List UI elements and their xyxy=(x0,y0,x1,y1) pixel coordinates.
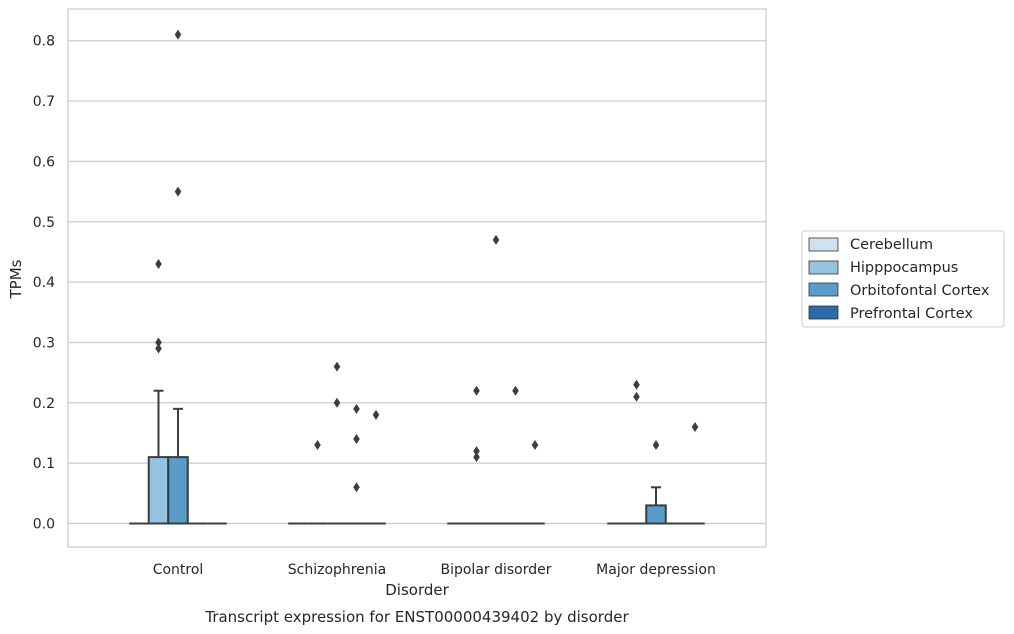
plot-frame xyxy=(67,8,767,548)
outlier-point-0-1-2 xyxy=(155,258,162,269)
y-axis-ticks: 0.0 0.1 0.2 0.3 0.4 0.5 0.6 0.7 0.8 xyxy=(33,34,55,533)
outlier-point-2-4-0 xyxy=(531,440,539,451)
y-tick-label-8: 0.8 xyxy=(33,34,55,50)
y-tick-label-0: 0.0 xyxy=(33,517,55,533)
y-tick-label-3: 0.3 xyxy=(33,335,55,351)
legend-item-hippocampus: Hipppocampus xyxy=(808,260,958,276)
legend-label-cerebellum: Cerebellum xyxy=(850,237,933,253)
y-tick-label-2: 0.2 xyxy=(33,396,55,412)
x-tick-label-3: Major depression xyxy=(596,562,716,578)
box-3-2 xyxy=(645,486,667,525)
box-series xyxy=(129,389,705,525)
x-tick-label-2: Bipolar disorder xyxy=(440,562,551,578)
legend-item-cerebellum: Cerebellum xyxy=(808,237,933,253)
outlier-point-1-3-2 xyxy=(353,403,360,414)
outlier-point-1-2-1 xyxy=(333,361,341,372)
outlier-point-3-2-0 xyxy=(652,440,660,451)
box-body xyxy=(645,504,667,525)
y-axis-title: TPMs xyxy=(7,259,25,299)
outlier-point-1-3-0 xyxy=(353,482,360,493)
y-tick-label-1: 0.1 xyxy=(33,456,55,472)
legend-swatch-orbitofrontal-cortex xyxy=(808,282,839,297)
legend-label-orbitofrontal-cortex: Orbitofontal Cortex xyxy=(850,283,990,299)
x-axis-ticks: Control Schizophrenia Bipolar disorder Majo… xyxy=(153,562,716,578)
outlier-point-2-3-0 xyxy=(512,385,519,396)
legend-swatch-hippocampus xyxy=(808,260,839,275)
x-tick-label-0: Control xyxy=(153,562,204,578)
outlier-points xyxy=(155,29,699,493)
outlier-point-0-2-1 xyxy=(174,29,182,40)
outlier-point-1-4-0 xyxy=(372,409,380,420)
outlier-point-0-1-0 xyxy=(155,343,162,354)
outlier-point-2-1-0 xyxy=(473,452,480,463)
outlier-point-3-1-1 xyxy=(633,379,640,390)
y-tick-label-6: 0.6 xyxy=(33,154,55,170)
y-tick-label-4: 0.4 xyxy=(33,275,55,291)
gridlines xyxy=(68,40,766,525)
legend-item-prefrontal-cortex: Prefrontal Cortex xyxy=(808,305,973,322)
x-tick-label-1: Schizophrenia xyxy=(288,562,386,578)
box-0-2 xyxy=(167,407,189,525)
legend: Cerebellum Hipppocampus Orbitofontal Cor… xyxy=(801,230,1005,328)
box-body xyxy=(167,456,189,525)
outlier-point-1-2-0 xyxy=(333,397,341,408)
box-0-1 xyxy=(147,389,170,525)
outlier-point-3-1-0 xyxy=(633,391,640,402)
outlier-point-2-1-2 xyxy=(473,385,480,396)
chart-title: Transcript expression for ENST0000043940… xyxy=(204,608,629,626)
legend-swatch-cerebellum xyxy=(808,237,839,252)
outlier-point-2-1-1 xyxy=(473,446,480,457)
x-axis-title: Disorder xyxy=(385,581,449,599)
outlier-point-0-2-0 xyxy=(174,186,182,197)
y-tick-label-7: 0.7 xyxy=(33,94,55,110)
legend-item-orbitofrontal-cortex: Orbitofontal Cortex xyxy=(808,282,990,299)
legend-label-hippocampus: Hipppocampus xyxy=(850,260,958,276)
outlier-point-0-1-1 xyxy=(155,337,162,348)
outlier-point-1-3-1 xyxy=(353,434,360,445)
outlier-point-3-4-0 xyxy=(691,421,699,432)
box-body xyxy=(147,456,170,525)
legend-swatch-prefrontal-cortex xyxy=(808,305,839,320)
outlier-point-2-2-0 xyxy=(492,234,500,245)
legend-frame xyxy=(801,230,1005,328)
outlier-point-1-1-0 xyxy=(314,440,321,451)
legend-label-prefrontal-cortex: Prefrontal Cortex xyxy=(850,306,973,322)
y-tick-label-5: 0.5 xyxy=(33,215,55,231)
